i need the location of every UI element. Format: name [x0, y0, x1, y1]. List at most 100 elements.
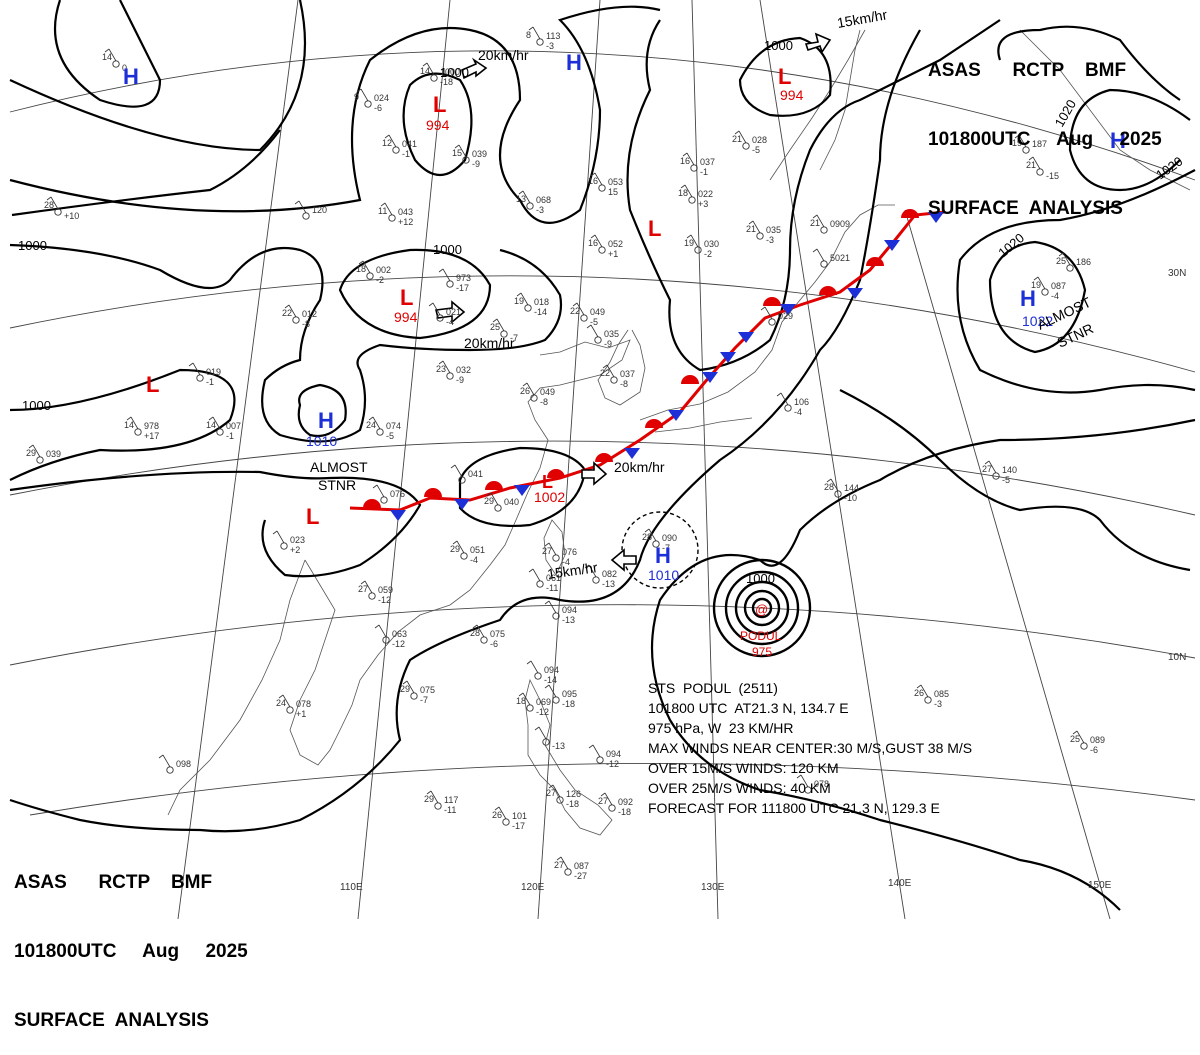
isobars — [9, 0, 1196, 911]
wind-barb — [796, 774, 809, 788]
wind-barb — [534, 726, 547, 740]
station-plot: 5021 — [812, 248, 850, 268]
station-plot: 14 978+17 — [124, 416, 159, 441]
station-plot: 041 — [450, 464, 483, 484]
station-temperature: 21 — [732, 134, 742, 144]
station-pressure: 092 — [618, 797, 633, 807]
station-tendency: -7 — [662, 543, 670, 553]
station-plot: 29 051-4 — [450, 540, 485, 565]
coastlines — [167, 29, 1191, 836]
wind-barb — [588, 744, 601, 758]
station-plot: 120 — [294, 200, 327, 220]
station-tendency: -1 — [206, 377, 214, 387]
station-plot: 22 037-8 — [600, 364, 635, 389]
station-pressure: 002 — [376, 265, 391, 275]
station-pressure: 032 — [456, 365, 471, 375]
station-tendency: -3 — [546, 41, 554, 51]
wind-barb — [1072, 730, 1085, 744]
station-pressure: 186 — [1076, 257, 1091, 267]
station-plot: 27 087-27 — [554, 856, 589, 881]
station-temperature: 27 — [358, 584, 368, 594]
station-plot: 021-4 — [428, 302, 461, 327]
station-pressure: 140 — [1002, 465, 1017, 475]
station-pressure: 063 — [392, 629, 407, 639]
isobar — [9, 29, 921, 833]
wind-barb — [812, 248, 825, 262]
station-pressure: 024 — [374, 93, 389, 103]
coastline-philippines — [524, 678, 613, 836]
station-temperature: 28 — [44, 200, 54, 210]
station-temperature: 29 — [484, 496, 494, 506]
header-line: SURFACE ANALYSIS — [14, 1010, 209, 1031]
station-plot: 25 -7 — [490, 318, 518, 343]
station-tendency: 15 — [608, 187, 618, 197]
station-temperature: 14 — [102, 52, 112, 62]
station-plot: 25 089-6 — [1070, 730, 1105, 755]
low-pressure-value: 994 — [780, 87, 804, 103]
station-tendency: -7 — [420, 695, 428, 705]
wind-barb — [984, 460, 997, 474]
warm-front-semicircle — [595, 453, 613, 462]
station-pressure: 101 — [512, 811, 527, 821]
wind-barb — [1058, 252, 1071, 266]
cold-front-triangle — [847, 288, 863, 299]
station-temperature: 22 — [282, 308, 292, 318]
station-plot: 082-13 — [584, 564, 617, 589]
isobar — [956, 169, 1196, 394]
wind-barb — [602, 364, 615, 378]
motion-label: 15km/hr — [546, 559, 599, 582]
station-plot: 16 052+1 — [588, 234, 623, 259]
station-temperature: 18 — [678, 188, 688, 198]
longitude-line — [177, 0, 299, 919]
station-tendency: -8 — [302, 319, 310, 329]
station-plot: 15 039-9 — [452, 144, 487, 169]
station-temperature: 21 — [1026, 160, 1036, 170]
station-tendency: -6 — [490, 639, 498, 649]
warm-front-semicircle — [424, 488, 442, 497]
map-header-top: ASAS RCTP BMF 101800UTC Aug 2025 SURFACE… — [928, 13, 1162, 243]
wind-barb — [494, 806, 507, 820]
wind-barb — [516, 292, 529, 306]
isobar — [53, 0, 162, 108]
high-center-marker: H — [318, 408, 334, 433]
isobar — [11, 129, 281, 217]
station-tendency: -13 — [602, 579, 615, 589]
station-temperature: 8 — [526, 30, 531, 40]
latitude-line — [9, 604, 1196, 666]
station-tendency: -7 — [510, 333, 518, 343]
wind-barb — [450, 464, 463, 478]
station-plot: 11 043+12 — [378, 202, 413, 227]
station-plot: 16 037-1 — [680, 152, 715, 177]
station-tendency: +3 — [698, 199, 708, 209]
cold-front-triangle — [702, 372, 718, 383]
wind-barb — [812, 214, 825, 228]
isobar — [988, 240, 1087, 354]
station-tendency: -6 — [374, 103, 382, 113]
station-pressure: 094 — [562, 605, 577, 615]
stationary-label: ALMOST — [310, 459, 368, 475]
front-symbols — [363, 209, 944, 521]
station-pressure: 094 — [606, 749, 621, 759]
isobar — [839, 389, 1191, 572]
station-pressure: 074 — [386, 421, 401, 431]
wind-barb — [528, 568, 541, 582]
motion-arrow — [581, 461, 608, 486]
station-pressure: 978 — [144, 421, 159, 431]
wind-barb — [526, 660, 539, 674]
station-plot: 973-17 — [438, 268, 471, 293]
wind-barb — [760, 306, 773, 320]
wind-barb — [544, 684, 557, 698]
station-temperature: 24 — [366, 420, 376, 430]
station-temperature: 19 — [1031, 280, 1041, 290]
wind-barb — [826, 478, 839, 492]
longitude-label: 120E — [521, 882, 545, 893]
station-plot: 035-9 — [586, 324, 619, 349]
station-pressure: 082 — [602, 569, 617, 579]
header-line: ASAS RCTP BMF — [928, 60, 1127, 81]
wind-barb — [748, 220, 761, 234]
cold-front-triangle — [454, 499, 470, 510]
wind-barb — [360, 580, 373, 594]
station-temperature: 27 — [982, 464, 992, 474]
station-plot: 14 007-1 — [206, 416, 241, 441]
station-pressure: 117 — [444, 795, 458, 805]
